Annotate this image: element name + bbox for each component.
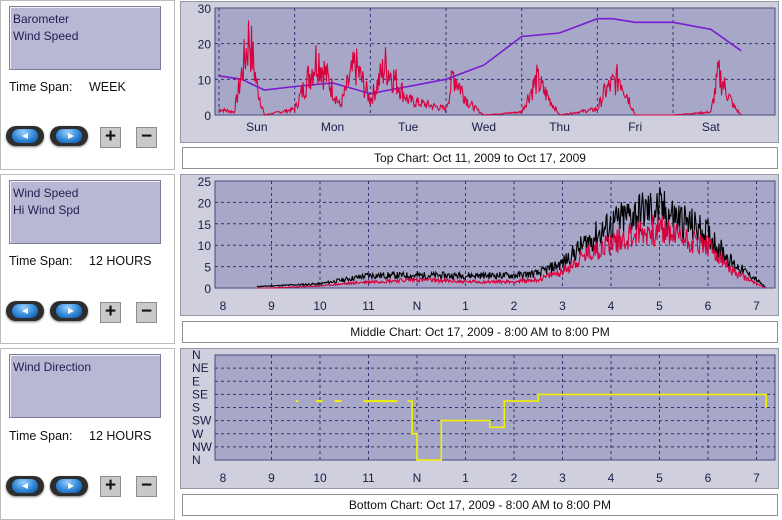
back-button[interactable] (6, 126, 44, 146)
x-tick-label: 10 (313, 299, 327, 313)
back-button[interactable] (6, 476, 44, 496)
x-tick-label: 6 (705, 471, 712, 485)
y-tick-label: 10 (198, 239, 212, 253)
x-tick-label: 6 (705, 299, 712, 313)
x-tick-label: Mon (321, 120, 344, 134)
left-arrow-icon (22, 308, 28, 314)
series-wind-speed (218, 20, 742, 116)
y-tick-label: W (192, 427, 204, 441)
left-arrow-icon (22, 483, 28, 489)
zoom-out-button[interactable]: − (136, 302, 157, 323)
series-barometer (218, 17, 742, 95)
back-button[interactable] (6, 301, 44, 321)
y-tick-label: 20 (198, 38, 212, 52)
y-tick-label: S (192, 401, 200, 415)
x-tick-label: Sun (246, 120, 267, 134)
x-tick-label: 8 (220, 471, 227, 485)
y-tick-label: E (192, 374, 200, 388)
y-tick-label: 20 (198, 196, 212, 210)
zoom-in-button[interactable]: + (100, 302, 121, 323)
x-tick-label: N (413, 471, 422, 485)
y-tick-label: NE (192, 361, 209, 375)
bottom-chart-panel: NNWWSWSSEENEN891011N12345678 (180, 348, 779, 489)
x-tick-label: 2 (511, 471, 518, 485)
x-tick-label: 11 (362, 471, 375, 485)
y-tick-label: 5 (204, 261, 211, 275)
y-tick-label: 15 (198, 218, 212, 232)
middle-chart: 0510152025891011N12345678 (198, 175, 776, 313)
y-tick-label: 0 (204, 282, 211, 296)
y-tick-label: N (192, 349, 201, 362)
time-span-value: 12 HOURS (89, 429, 152, 443)
right-arrow-icon (68, 308, 74, 314)
zoom-out-button[interactable]: − (136, 127, 157, 148)
x-tick-label: 5 (656, 471, 663, 485)
series-selector-bottom[interactable]: Wind Direction (9, 354, 161, 418)
x-tick-label: 10 (313, 471, 327, 485)
y-tick-label: 30 (198, 2, 212, 16)
series-option[interactable]: Wind Direction (13, 360, 92, 374)
x-tick-label: 1 (462, 471, 469, 485)
x-tick-label: 4 (608, 471, 615, 485)
x-tick-label: 5 (656, 299, 663, 313)
x-tick-label: 2 (511, 299, 518, 313)
x-tick-label: Thu (549, 120, 570, 134)
x-tick-label: 1 (462, 299, 469, 313)
middle-chart-caption: Middle Chart: Oct 17, 2009 - 8:00 AM to … (182, 321, 778, 343)
bottom-chart-caption: Bottom Chart: Oct 17, 2009 - 8:00 AM to … (182, 494, 778, 516)
x-tick-label: 11 (362, 299, 375, 313)
x-tick-label: 3 (559, 299, 566, 313)
middle-chart-panel: 0510152025891011N12345678 (180, 174, 779, 316)
y-tick-label: SE (192, 387, 208, 401)
y-tick-label: 25 (198, 175, 212, 189)
zoom-in-button[interactable]: + (100, 127, 121, 148)
zoom-in-button[interactable]: + (100, 476, 121, 497)
top-chart-caption: Top Chart: Oct 11, 2009 to Oct 17, 2009 (182, 147, 778, 169)
series-hi-wind (256, 187, 766, 288)
x-tick-label: N (413, 299, 422, 313)
series-selector-middle[interactable]: Wind Speed Hi Wind Spd (9, 180, 161, 244)
x-tick-label: Sat (702, 120, 721, 134)
time-span-label: Time Span: (9, 254, 73, 268)
forward-button[interactable] (50, 301, 88, 321)
top-chart: 0 10 20 30 Sun Mon Tue Wed Thu Fri Sat (198, 2, 776, 134)
zoom-out-button[interactable]: − (136, 476, 157, 497)
forward-button[interactable] (50, 126, 88, 146)
y-tick-label: SW (192, 414, 212, 428)
time-span-value: 12 HOURS (89, 254, 152, 268)
y-tick-label: 0 (204, 109, 211, 123)
series-wind-speed (256, 214, 766, 289)
plot-area (214, 7, 776, 116)
x-tick-label: 7 (753, 299, 760, 313)
x-tick-label: 3 (559, 471, 566, 485)
y-tick-label: 10 (198, 73, 212, 87)
time-span-label: Time Span: (9, 80, 73, 94)
time-span-value: WEEK (89, 80, 126, 94)
x-tick-label: Fri (628, 120, 642, 134)
x-tick-label: Tue (398, 120, 419, 134)
x-tick-label: 8 (220, 299, 227, 313)
y-tick-label: N (192, 453, 201, 467)
left-arrow-icon (22, 133, 28, 139)
bottom-chart: NNWWSWSSEENEN891011N12345678 (192, 349, 776, 485)
series-option[interactable]: Hi Wind Spd (13, 203, 80, 217)
x-tick-label: 9 (268, 299, 275, 313)
right-arrow-icon (68, 133, 74, 139)
y-tick-label: NW (192, 440, 213, 454)
series-selector-top[interactable]: Barometer Wind Speed (9, 6, 161, 70)
time-span-label: Time Span: (9, 429, 73, 443)
x-tick-label: Wed (472, 120, 496, 134)
top-chart-panel: 0 10 20 30 Sun Mon Tue Wed Thu Fri Sat (180, 1, 779, 143)
forward-button[interactable] (50, 476, 88, 496)
x-tick-label: 7 (753, 471, 760, 485)
plot-area (214, 180, 776, 289)
series-option[interactable]: Wind Speed (13, 186, 79, 200)
right-arrow-icon (68, 483, 74, 489)
series-option[interactable]: Barometer (13, 12, 70, 26)
x-tick-label: 4 (608, 299, 615, 313)
series-wind-direction (407, 393, 768, 461)
x-tick-label: 9 (268, 471, 275, 485)
series-option[interactable]: Wind Speed (13, 29, 79, 43)
